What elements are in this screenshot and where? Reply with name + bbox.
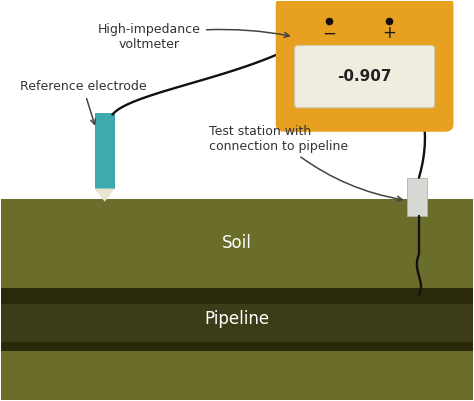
Bar (94, 113, 115, 188)
Text: Reference electrode: Reference electrode (19, 80, 146, 124)
Text: +: + (382, 24, 396, 43)
Text: Test station with
connection to pipeline: Test station with connection to pipeline (209, 125, 402, 201)
Bar (0, 304, 474, 342)
Bar (0, 288, 474, 304)
Bar (0, 351, 474, 400)
Bar (0, 198, 474, 288)
FancyBboxPatch shape (295, 45, 435, 108)
Text: Soil: Soil (222, 235, 252, 253)
Polygon shape (94, 188, 115, 202)
Bar (407, 178, 427, 216)
Text: -0.907: -0.907 (337, 69, 392, 84)
Bar (0, 342, 474, 351)
Text: High-impedance
voltmeter: High-impedance voltmeter (98, 23, 289, 51)
Text: Pipeline: Pipeline (204, 310, 270, 328)
FancyBboxPatch shape (276, 0, 454, 132)
Text: −: − (322, 24, 336, 43)
